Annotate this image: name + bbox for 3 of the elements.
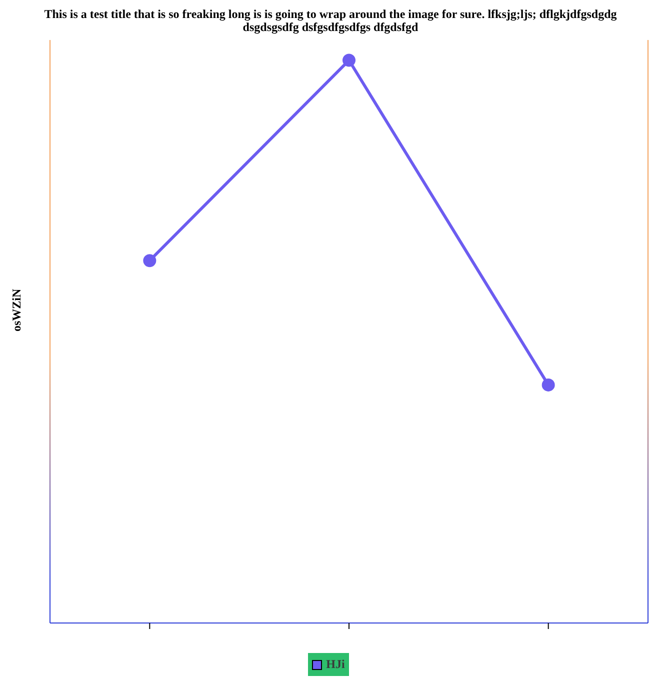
- chart-title: This is a test title that is so freaking long is is going to wrap around the image for sure. lfksjg;ljs; dflgkjdfgsdgdg dsgdsgsdfg dsfgsdfgsdfgs dfgdsfgd: [43, 7, 618, 36]
- legend-label: HJi: [326, 657, 345, 672]
- y-axis-title: osWZiN: [9, 288, 24, 332]
